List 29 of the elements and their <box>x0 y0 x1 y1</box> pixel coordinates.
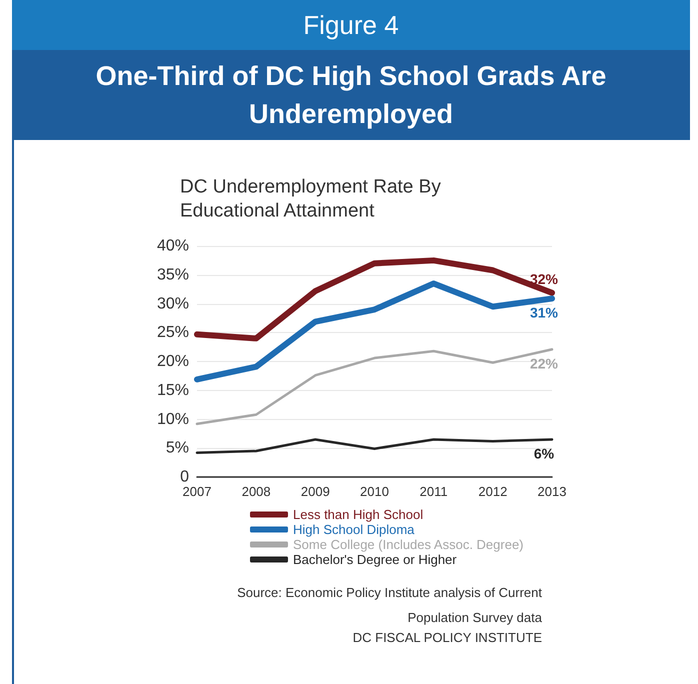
y-tick-label: 15% <box>156 382 189 399</box>
data-label: 6% <box>534 445 555 462</box>
x-tick-label: 2013 <box>538 484 566 499</box>
y-tick-label: 10% <box>156 410 189 428</box>
source-note: Source: Economic Policy Institute analysis of Current Population Survey data <box>236 584 542 627</box>
x-tick-label: 2011 <box>420 484 448 499</box>
x-tick-label: 2010 <box>360 484 389 499</box>
y-tick-label: 0 <box>180 468 190 486</box>
y-tick-label: 40% <box>156 238 189 254</box>
legend-label: Less than High School <box>293 507 424 522</box>
legend-label: Some College (Includes Assoc. Degree) <box>293 537 524 552</box>
text: DC FISCAL POLICY INSTITUTE <box>352 630 542 645</box>
data-label: 32% <box>530 270 559 287</box>
x-tick-label: 2009 <box>300 484 330 499</box>
chart-title: One-Third of DC High School Grads Are Underemployed <box>12 50 690 140</box>
y-tick-label: 5% <box>166 440 189 457</box>
y-tick-label: 25% <box>156 324 189 342</box>
data-label: 22% <box>530 355 559 372</box>
x-tick-label: 2008 <box>242 484 271 499</box>
y-tick-label: 20% <box>156 353 189 370</box>
legend-label: Bachelor's Degree or Higher <box>293 552 458 567</box>
legend-label: High School Diploma <box>293 522 416 537</box>
y-tick-label: 35% <box>156 266 189 284</box>
x-tick-label: 2007 <box>182 484 212 499</box>
y-tick-label: 30% <box>156 295 189 312</box>
caption: Figure 4 <box>12 0 690 50</box>
data-label: 31% <box>530 304 559 321</box>
x-tick-label: 2012 <box>478 484 508 499</box>
chart-subtitle: DC Underemployment Rate By Educational Attainment <box>180 176 446 222</box>
